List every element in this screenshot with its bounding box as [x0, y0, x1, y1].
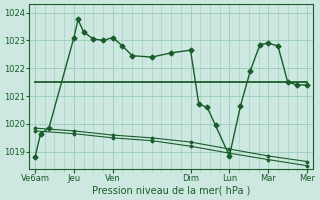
- X-axis label: Pression niveau de la mer( hPa ): Pression niveau de la mer( hPa ): [92, 186, 250, 196]
